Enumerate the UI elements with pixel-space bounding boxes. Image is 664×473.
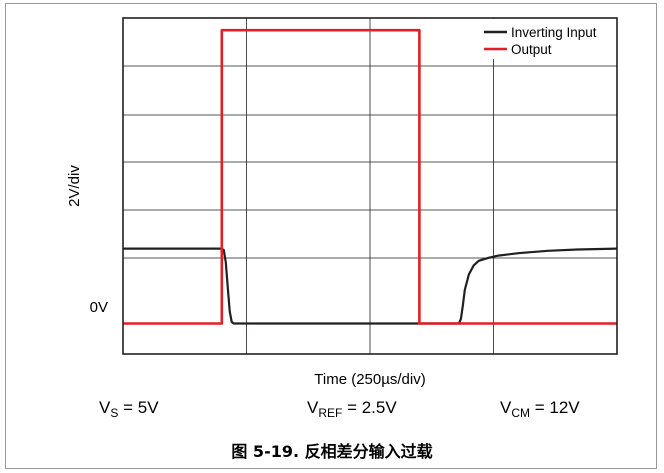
vs-subscript: S: [110, 406, 119, 420]
plot-border: [122, 17, 618, 355]
vref-condition: VREF = 2.5V: [307, 398, 397, 420]
x-axis-label: Time (250µs/div): [314, 371, 425, 388]
vref-symbol: V: [307, 398, 319, 417]
figure-caption: 图 5-19. 反相差分输入过载: [231, 442, 433, 461]
vcm-subscript: CM: [511, 406, 531, 420]
series-line-output: [123, 28, 617, 325]
legend-label: Inverting Input: [511, 25, 597, 40]
series-line-inverting-input: [123, 247, 618, 325]
vs-value: = 5V: [118, 398, 159, 417]
series-layer: [123, 28, 618, 325]
y-axis-label: 2V/div: [66, 165, 83, 207]
grid: [123, 18, 617, 354]
vcm-condition: VCM = 12V: [500, 398, 580, 420]
legend-background: [478, 19, 616, 59]
zero-volt-label: 0V: [90, 299, 108, 316]
legend: Inverting Input Output: [478, 19, 616, 59]
vs-condition: VS = 5V: [99, 398, 159, 420]
figure-frame: [5, 3, 657, 469]
vcm-value: = 12V: [530, 398, 580, 417]
vref-subscript: REF: [318, 406, 343, 420]
vs-symbol: V: [99, 398, 111, 417]
vref-value: = 2.5V: [342, 398, 397, 417]
vcm-symbol: V: [500, 398, 512, 417]
legend-label: Output: [511, 42, 552, 57]
